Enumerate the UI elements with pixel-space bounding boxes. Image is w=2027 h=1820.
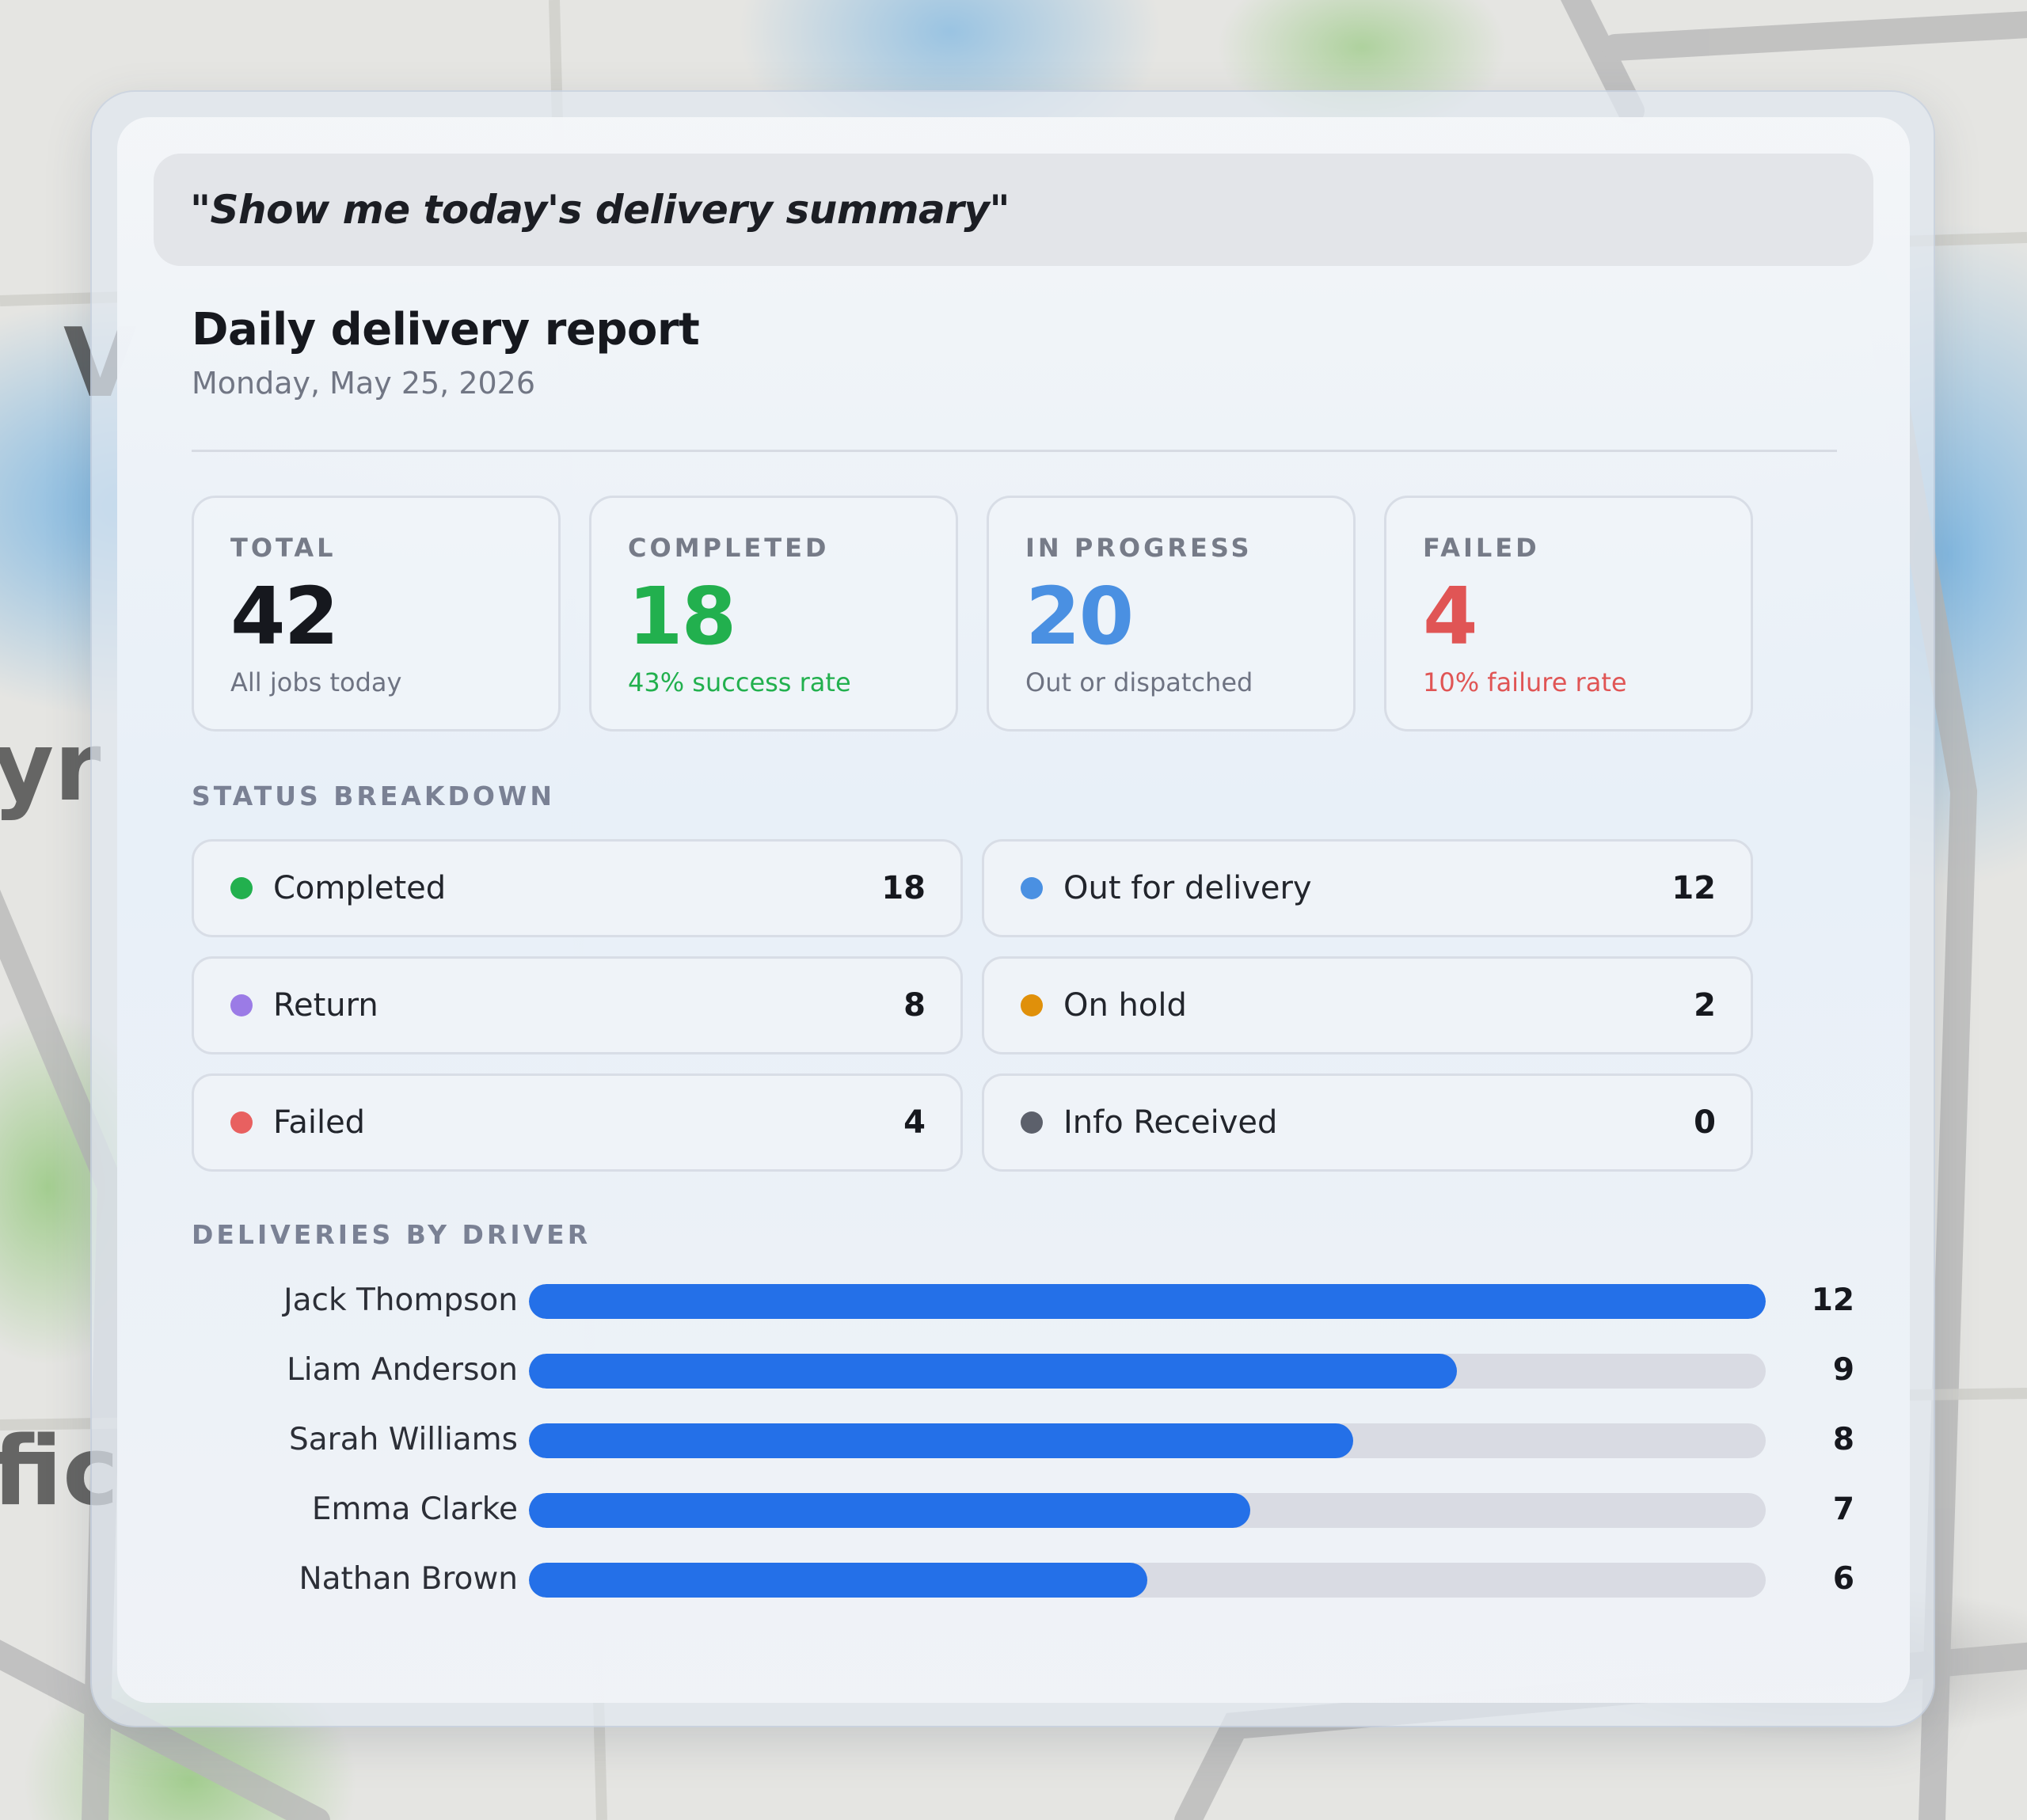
drivers-heading: DELIVERIES BY DRIVER — [192, 1219, 591, 1250]
status-breakdown-grid: Completed 18 Out for delivery 12 Return … — [192, 839, 1753, 1172]
bar-value: 7 — [1832, 1491, 1854, 1527]
status-dot-icon — [230, 994, 253, 1016]
status-name: On hold — [1063, 987, 1187, 1024]
bar-value: 8 — [1832, 1422, 1854, 1457]
status-item-on-hold: On hold 2 — [982, 956, 1753, 1054]
stat-card-failed: FAILED 4 10% failure rate — [1384, 496, 1753, 731]
bar-fill — [529, 1563, 1147, 1598]
stat-card-in-progress: IN PROGRESS 20 Out or dispatched — [987, 496, 1356, 731]
stat-value: 42 — [230, 570, 339, 663]
assistant-card: "Show me today's delivery summary" Daily… — [117, 117, 1910, 1703]
status-item-completed: Completed 18 — [192, 839, 963, 937]
svg-text:yr: yr — [0, 712, 101, 823]
stat-subtext: Out or dispatched — [1025, 667, 1253, 697]
status-name: Completed — [273, 870, 447, 906]
status-item-out-for-delivery: Out for delivery 12 — [982, 839, 1753, 937]
status-breakdown-heading: STATUS BREAKDOWN — [192, 781, 555, 811]
user-query-bubble: "Show me today's delivery summary" — [154, 154, 1873, 266]
status-count: 2 — [1694, 987, 1716, 1024]
driver-row: Nathan Brown 6 — [192, 1556, 1854, 1604]
status-count: 18 — [881, 870, 926, 906]
status-name: Out for delivery — [1063, 870, 1312, 906]
status-name: Return — [273, 987, 378, 1024]
status-dot-icon — [1021, 877, 1043, 899]
bar-fill — [529, 1354, 1457, 1389]
stat-value: 18 — [628, 570, 736, 663]
driver-row: Liam Anderson 9 — [192, 1347, 1854, 1395]
status-count: 0 — [1694, 1104, 1716, 1141]
stat-subtext: 43% success rate — [628, 667, 851, 697]
stat-label: IN PROGRESS — [1025, 533, 1253, 563]
bar-track — [529, 1284, 1766, 1319]
stat-card-total: TOTAL 42 All jobs today — [192, 496, 561, 731]
bar-track — [529, 1563, 1766, 1598]
status-name: Info Received — [1063, 1104, 1278, 1141]
bar-track — [529, 1493, 1766, 1528]
stat-label: COMPLETED — [628, 533, 830, 563]
status-count: 4 — [903, 1104, 926, 1141]
status-dot-icon — [1021, 1111, 1043, 1134]
stat-subtext: 10% failure rate — [1423, 667, 1627, 697]
stat-value: 4 — [1423, 570, 1478, 663]
driver-row: Jack Thompson 12 — [192, 1278, 1854, 1325]
stat-subtext: All jobs today — [230, 667, 402, 697]
driver-name: Liam Anderson — [287, 1352, 518, 1388]
status-dot-icon — [1021, 994, 1043, 1016]
status-count: 8 — [903, 987, 926, 1024]
driver-name: Jack Thompson — [283, 1282, 518, 1318]
bar-fill — [529, 1423, 1354, 1458]
report-date: Monday, May 25, 2026 — [192, 366, 536, 401]
bar-track — [529, 1423, 1766, 1458]
driver-row: Emma Clarke 7 — [192, 1487, 1854, 1534]
status-item-return: Return 8 — [192, 956, 963, 1054]
bar-value: 6 — [1832, 1561, 1854, 1597]
stat-card-completed: COMPLETED 18 43% success rate — [589, 496, 958, 731]
stats-row: TOTAL 42 All jobs today COMPLETED 18 43%… — [192, 496, 1753, 731]
stat-value: 20 — [1025, 570, 1134, 663]
bar-value: 12 — [1811, 1282, 1854, 1318]
report-title: Daily delivery report — [192, 304, 700, 355]
stat-label: FAILED — [1423, 533, 1540, 563]
status-name: Failed — [273, 1104, 366, 1141]
status-dot-icon — [230, 1111, 253, 1134]
bar-value: 9 — [1832, 1352, 1854, 1388]
bar-track — [529, 1354, 1766, 1389]
status-item-failed: Failed 4 — [192, 1073, 963, 1172]
status-count: 12 — [1671, 870, 1716, 906]
status-dot-icon — [230, 877, 253, 899]
bar-fill — [529, 1284, 1766, 1319]
bar-fill — [529, 1493, 1251, 1528]
user-query-text: "Show me today's delivery summary" — [190, 187, 1010, 233]
stat-label: TOTAL — [230, 533, 337, 563]
divider — [192, 450, 1837, 452]
driver-row: Sarah Williams 8 — [192, 1417, 1854, 1465]
driver-name: Emma Clarke — [311, 1491, 518, 1527]
status-item-info-received: Info Received 0 — [982, 1073, 1753, 1172]
driver-name: Sarah Williams — [289, 1422, 518, 1457]
driver-name: Nathan Brown — [299, 1561, 518, 1597]
